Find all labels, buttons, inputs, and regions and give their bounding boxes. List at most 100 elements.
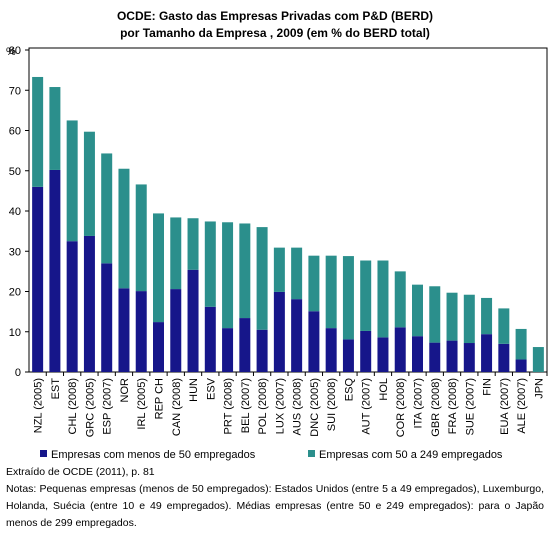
x-tick-label: SUE (2007)	[464, 378, 476, 435]
notes: Extraído de OCDE (2011), p. 81 Notas: Pe…	[6, 464, 544, 532]
bar-segment	[83, 235, 95, 372]
bar-segment	[153, 322, 164, 372]
x-tick-label: LUX (2007)	[274, 378, 286, 434]
y-tick-label: 50	[9, 166, 21, 178]
bar-segment	[239, 318, 251, 372]
bar-segment	[83, 131, 95, 236]
bar-segment	[204, 221, 216, 307]
bar-segment	[66, 241, 78, 372]
bar-segment	[273, 291, 285, 372]
bar-segment	[394, 271, 406, 328]
chart: OCDE: Gasto das Empresas Privadas com P&…	[6, 9, 548, 461]
bar-segment	[429, 286, 441, 343]
bar-segment	[66, 120, 78, 242]
x-tick-label: AUT (2007)	[361, 378, 373, 435]
bar-segment	[481, 297, 493, 335]
bar-segment	[170, 217, 182, 290]
bar-segment	[32, 186, 44, 372]
x-tick-label: POL (2008)	[257, 378, 269, 434]
bar-segment	[342, 339, 354, 372]
x-tick-label: PRT (2008)	[223, 378, 235, 434]
bar-segment	[515, 359, 527, 372]
chart-title: OCDE: Gasto das Empresas Privadas com P&…	[117, 9, 433, 23]
y-tick-label: 80	[9, 45, 21, 57]
bar-segment	[394, 327, 406, 372]
bar-segment	[308, 311, 320, 372]
x-tick-label: BEL (2007)	[240, 378, 252, 433]
y-tick-label: 70	[9, 85, 21, 97]
bar-segment	[532, 347, 544, 372]
bar-segment	[291, 299, 303, 372]
bar-segment	[256, 227, 268, 330]
x-tick-label: EUA (2007)	[499, 378, 511, 435]
x-tick-label: ESV	[205, 377, 217, 400]
bar-segment	[101, 153, 113, 264]
bar-segment	[118, 288, 130, 372]
note-text: Notas: Pequenas empresas (menos de 50 em…	[6, 483, 544, 529]
x-tick-label: EST	[50, 378, 62, 400]
source: Extraído de OCDE (2011), p. 81	[6, 466, 155, 478]
x-tick-label: ESP (2007)	[102, 378, 114, 435]
x-tick-label: AUS (2008)	[292, 378, 304, 435]
bar-segment	[153, 213, 164, 323]
y-tick-label: 10	[9, 327, 21, 339]
bar-segment	[187, 269, 199, 372]
x-tick-label: COR (2008)	[395, 378, 407, 437]
bar-segment	[377, 260, 389, 338]
bar-segment	[49, 169, 61, 372]
y-axis-label: %	[6, 46, 16, 58]
bar-segment	[222, 328, 234, 372]
x-tick-label: IRL (2005)	[136, 378, 148, 430]
x-tick-label: ITA (2007)	[413, 378, 425, 429]
x-tick-label: HUN	[188, 378, 200, 402]
bar-segment	[481, 334, 493, 372]
x-tick-label: NZL (2005)	[33, 378, 45, 433]
bar-segment	[118, 168, 130, 289]
bar-segment	[446, 340, 458, 372]
x-tick-label: ALE (2007)	[516, 378, 528, 434]
bar-segment	[360, 260, 372, 331]
x-tick-label: DNC (2005)	[309, 378, 321, 437]
bar-segment	[463, 343, 475, 372]
bar-segment	[135, 291, 147, 372]
legend-label: Empresas com menos de 50 empregados	[51, 449, 256, 461]
chart-title: por Tamanho da Empresa , 2009 (em % do B…	[120, 26, 430, 40]
y-tick-label: 0	[15, 367, 21, 379]
bar-segment	[515, 328, 527, 360]
x-tick-label: REP CH	[154, 378, 166, 419]
x-tick-label: FRA (2008)	[447, 378, 459, 434]
x-tick-label: SUI (2008)	[326, 378, 338, 431]
bar-segment	[32, 76, 44, 187]
bar-segment	[498, 308, 510, 344]
bar-segment	[463, 294, 475, 344]
bar-segment	[308, 255, 320, 312]
x-tick-label: CHL (2008)	[67, 378, 79, 434]
y-tick-label: 60	[9, 126, 21, 138]
bar-segment	[360, 330, 372, 372]
bar-segment	[49, 87, 61, 170]
bar-segment	[446, 292, 458, 341]
bar-segment	[273, 247, 285, 292]
bar-segment	[412, 336, 423, 372]
bar-segment	[412, 284, 423, 337]
x-tick-label: HOL	[378, 378, 390, 401]
x-tick-label: ESQ	[343, 378, 355, 402]
legend-swatch	[308, 450, 315, 457]
x-tick-label: GBR (2008)	[430, 378, 442, 437]
bar-segment	[222, 222, 234, 329]
x-tick-label: CAN (2008)	[171, 378, 183, 436]
bar-segment	[291, 247, 303, 300]
bar-segment	[239, 223, 251, 319]
bar-segment	[498, 343, 510, 372]
bar-segment	[325, 255, 337, 329]
y-tick-label: 30	[9, 246, 21, 258]
x-tick-label: FIN	[482, 378, 494, 396]
bar-segment	[101, 263, 113, 372]
y-tick-label: 40	[9, 206, 21, 218]
bar-segment	[170, 289, 182, 372]
bar-segment	[377, 337, 389, 372]
legend-swatch	[40, 450, 47, 457]
bar-segment	[429, 342, 441, 372]
legend-label: Empresas com 50 a 249 empregados	[319, 449, 503, 461]
